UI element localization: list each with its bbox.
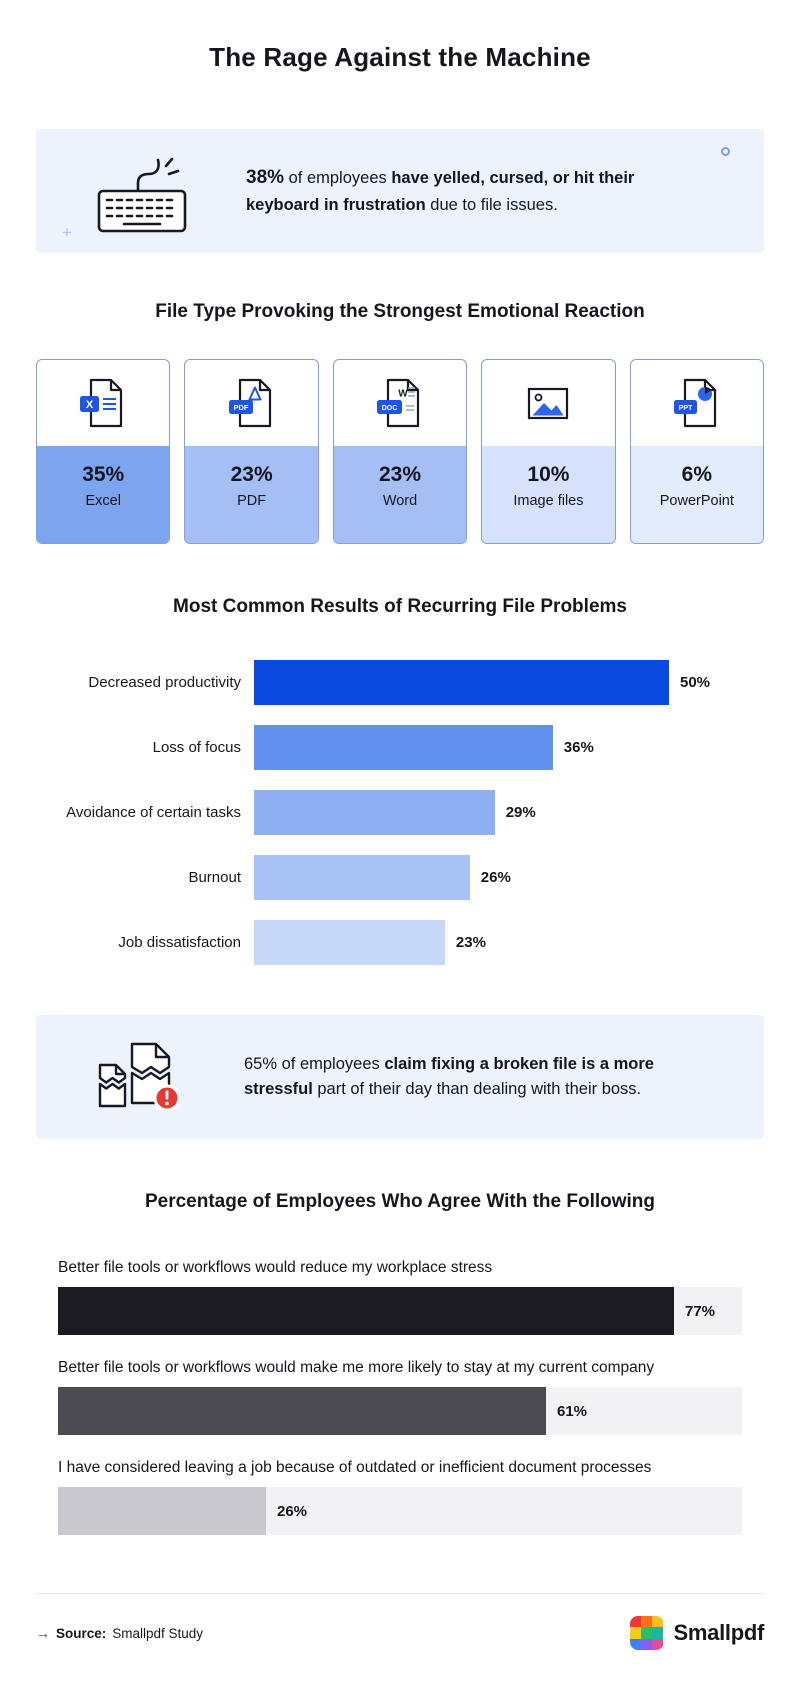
card-stat-area: 10% Image files	[482, 446, 615, 543]
bar-row: Job dissatisfaction 23%	[36, 920, 764, 965]
logo-tile	[640, 1627, 653, 1639]
card-label: Image files	[513, 493, 584, 509]
svg-text:DOC: DOC	[382, 405, 398, 412]
agreement-statement: I have considered leaving a job because …	[58, 1459, 652, 1476]
bar-label: Decreased productivity	[88, 674, 241, 691]
card-value: 6%	[681, 463, 712, 486]
svg-text:X: X	[86, 399, 94, 411]
keyboard-icon	[94, 145, 194, 237]
image-file-icon	[482, 360, 614, 446]
agreement-row: I have considered leaving a job because …	[58, 1459, 742, 1535]
agreement-heading: Percentage of Employees Who Agree With t…	[144, 1191, 656, 1212]
card-stat-area: 23% Word	[333, 446, 467, 543]
bar-track: 61%	[58, 1387, 742, 1435]
bar-row: Avoidance of certain tasks 29%	[36, 790, 764, 835]
logo-tile	[652, 1638, 664, 1650]
file-types-heading: File Type Provoking the Strongest Emotio…	[155, 301, 645, 322]
brand-name: Smallpdf	[673, 1620, 765, 1645]
smallpdf-logo-icon	[629, 1616, 664, 1650]
file-type-card-excel: X 35% Excel	[36, 359, 171, 544]
file-type-cards: X 35% Excel PDF 23% PDF	[36, 359, 765, 544]
card-label: Word	[382, 493, 418, 509]
bar-value: 29%	[505, 804, 536, 821]
arrow-icon: →	[36, 1625, 50, 1641]
page-title: The Rage Against the Machine	[209, 42, 591, 72]
broken-file-callout: 65% of employees claim fixing a broken f…	[36, 1015, 764, 1139]
bar	[254, 790, 495, 835]
bar-value: 77%	[685, 1302, 716, 1320]
logo-tile	[640, 1638, 653, 1650]
source-note: → Source: Smallpdf Study	[36, 1625, 203, 1641]
bar-value: 50%	[680, 674, 711, 691]
card-value: 23%	[230, 463, 273, 486]
bar-value: 26%	[277, 1502, 308, 1520]
bar-row: Loss of focus 36%	[36, 725, 764, 770]
pdf-file-icon: PDF	[185, 360, 317, 446]
bar-row: Decreased productivity 50%	[36, 660, 764, 705]
card-label: PDF	[237, 493, 267, 509]
agreement-row: Better file tools or workflows would mak…	[58, 1359, 742, 1435]
agreement-statement: Better file tools or workflows would mak…	[58, 1359, 655, 1376]
file-type-card-image: 10% Image files	[481, 359, 616, 544]
word-file-icon: W DOC	[334, 360, 466, 446]
broken-file-alert-icon	[94, 1035, 192, 1119]
bar	[58, 1387, 546, 1435]
excel-file-icon: X	[37, 360, 169, 446]
card-value: 23%	[379, 463, 422, 486]
source-value: Smallpdf Study	[112, 1625, 204, 1641]
logo-tile	[652, 1616, 664, 1628]
card-label: Excel	[85, 493, 121, 509]
bar-row: Burnout 26%	[36, 855, 764, 900]
plus-decoration: +	[62, 223, 72, 242]
bar	[254, 855, 470, 900]
file-type-card-word: W DOC 23% Word	[332, 359, 468, 544]
bar-value: 26%	[480, 869, 511, 886]
bar-label: Job dissatisfaction	[118, 934, 241, 951]
powerpoint-file-icon: PPT	[631, 360, 763, 446]
logo-tile	[629, 1627, 641, 1639]
source-label: Source:	[56, 1625, 107, 1641]
bar-value: 61%	[557, 1402, 588, 1420]
card-value: 35%	[82, 463, 125, 486]
footer: → Source: Smallpdf Study Smallpdf	[36, 1616, 764, 1650]
bar-value: 23%	[455, 934, 486, 951]
logo-tile	[640, 1616, 653, 1628]
bar-track: 26%	[58, 1487, 742, 1535]
logo-tile	[652, 1627, 664, 1639]
card-stat-area: 6% PowerPoint	[630, 446, 764, 543]
bar	[254, 725, 553, 770]
smallpdf-brand: Smallpdf	[629, 1616, 765, 1650]
svg-text:W: W	[398, 389, 408, 400]
circle-decoration	[721, 147, 730, 156]
keyboard-callout: + 38% of employees have yelled, cursed, …	[36, 129, 764, 253]
bar-label: Avoidance of certain tasks	[66, 804, 241, 821]
bar	[58, 1487, 266, 1535]
agreement-row: Better file tools or workflows would red…	[58, 1259, 742, 1335]
file-problems-heading: Most Common Results of Recurring File Pr…	[173, 596, 627, 617]
file-type-card-pdf: PDF 23% PDF	[184, 359, 319, 544]
bar	[58, 1287, 674, 1335]
bar	[254, 920, 445, 965]
bar-value: 36%	[563, 739, 594, 756]
card-stat-area: 35% Excel	[37, 446, 170, 543]
card-value: 10%	[527, 463, 570, 486]
file-problems-chart: Decreased productivity 50% Loss of focus…	[36, 660, 764, 965]
bar-track: 77%	[58, 1287, 742, 1335]
file-type-card-powerpoint: PPT 6% PowerPoint	[629, 359, 765, 544]
bar-label: Loss of focus	[152, 739, 241, 756]
agreement-chart: Better file tools or workflows would red…	[36, 1259, 764, 1535]
svg-text:PPT: PPT	[679, 405, 693, 412]
svg-text:PDF: PDF	[233, 403, 248, 412]
logo-tile	[629, 1638, 641, 1650]
logo-tile	[629, 1616, 641, 1628]
card-label: PowerPoint	[659, 493, 734, 509]
broken-file-callout-text: 65% of employees claim fixing a broken f…	[244, 1055, 654, 1098]
footer-divider	[36, 1593, 764, 1594]
card-stat-area: 23% PDF	[185, 446, 318, 543]
agreement-statement: Better file tools or workflows would red…	[58, 1259, 493, 1276]
keyboard-callout-text: 38% of employees have yelled, cursed, or…	[246, 167, 635, 214]
bar	[254, 660, 669, 705]
bar-label: Burnout	[188, 869, 241, 886]
